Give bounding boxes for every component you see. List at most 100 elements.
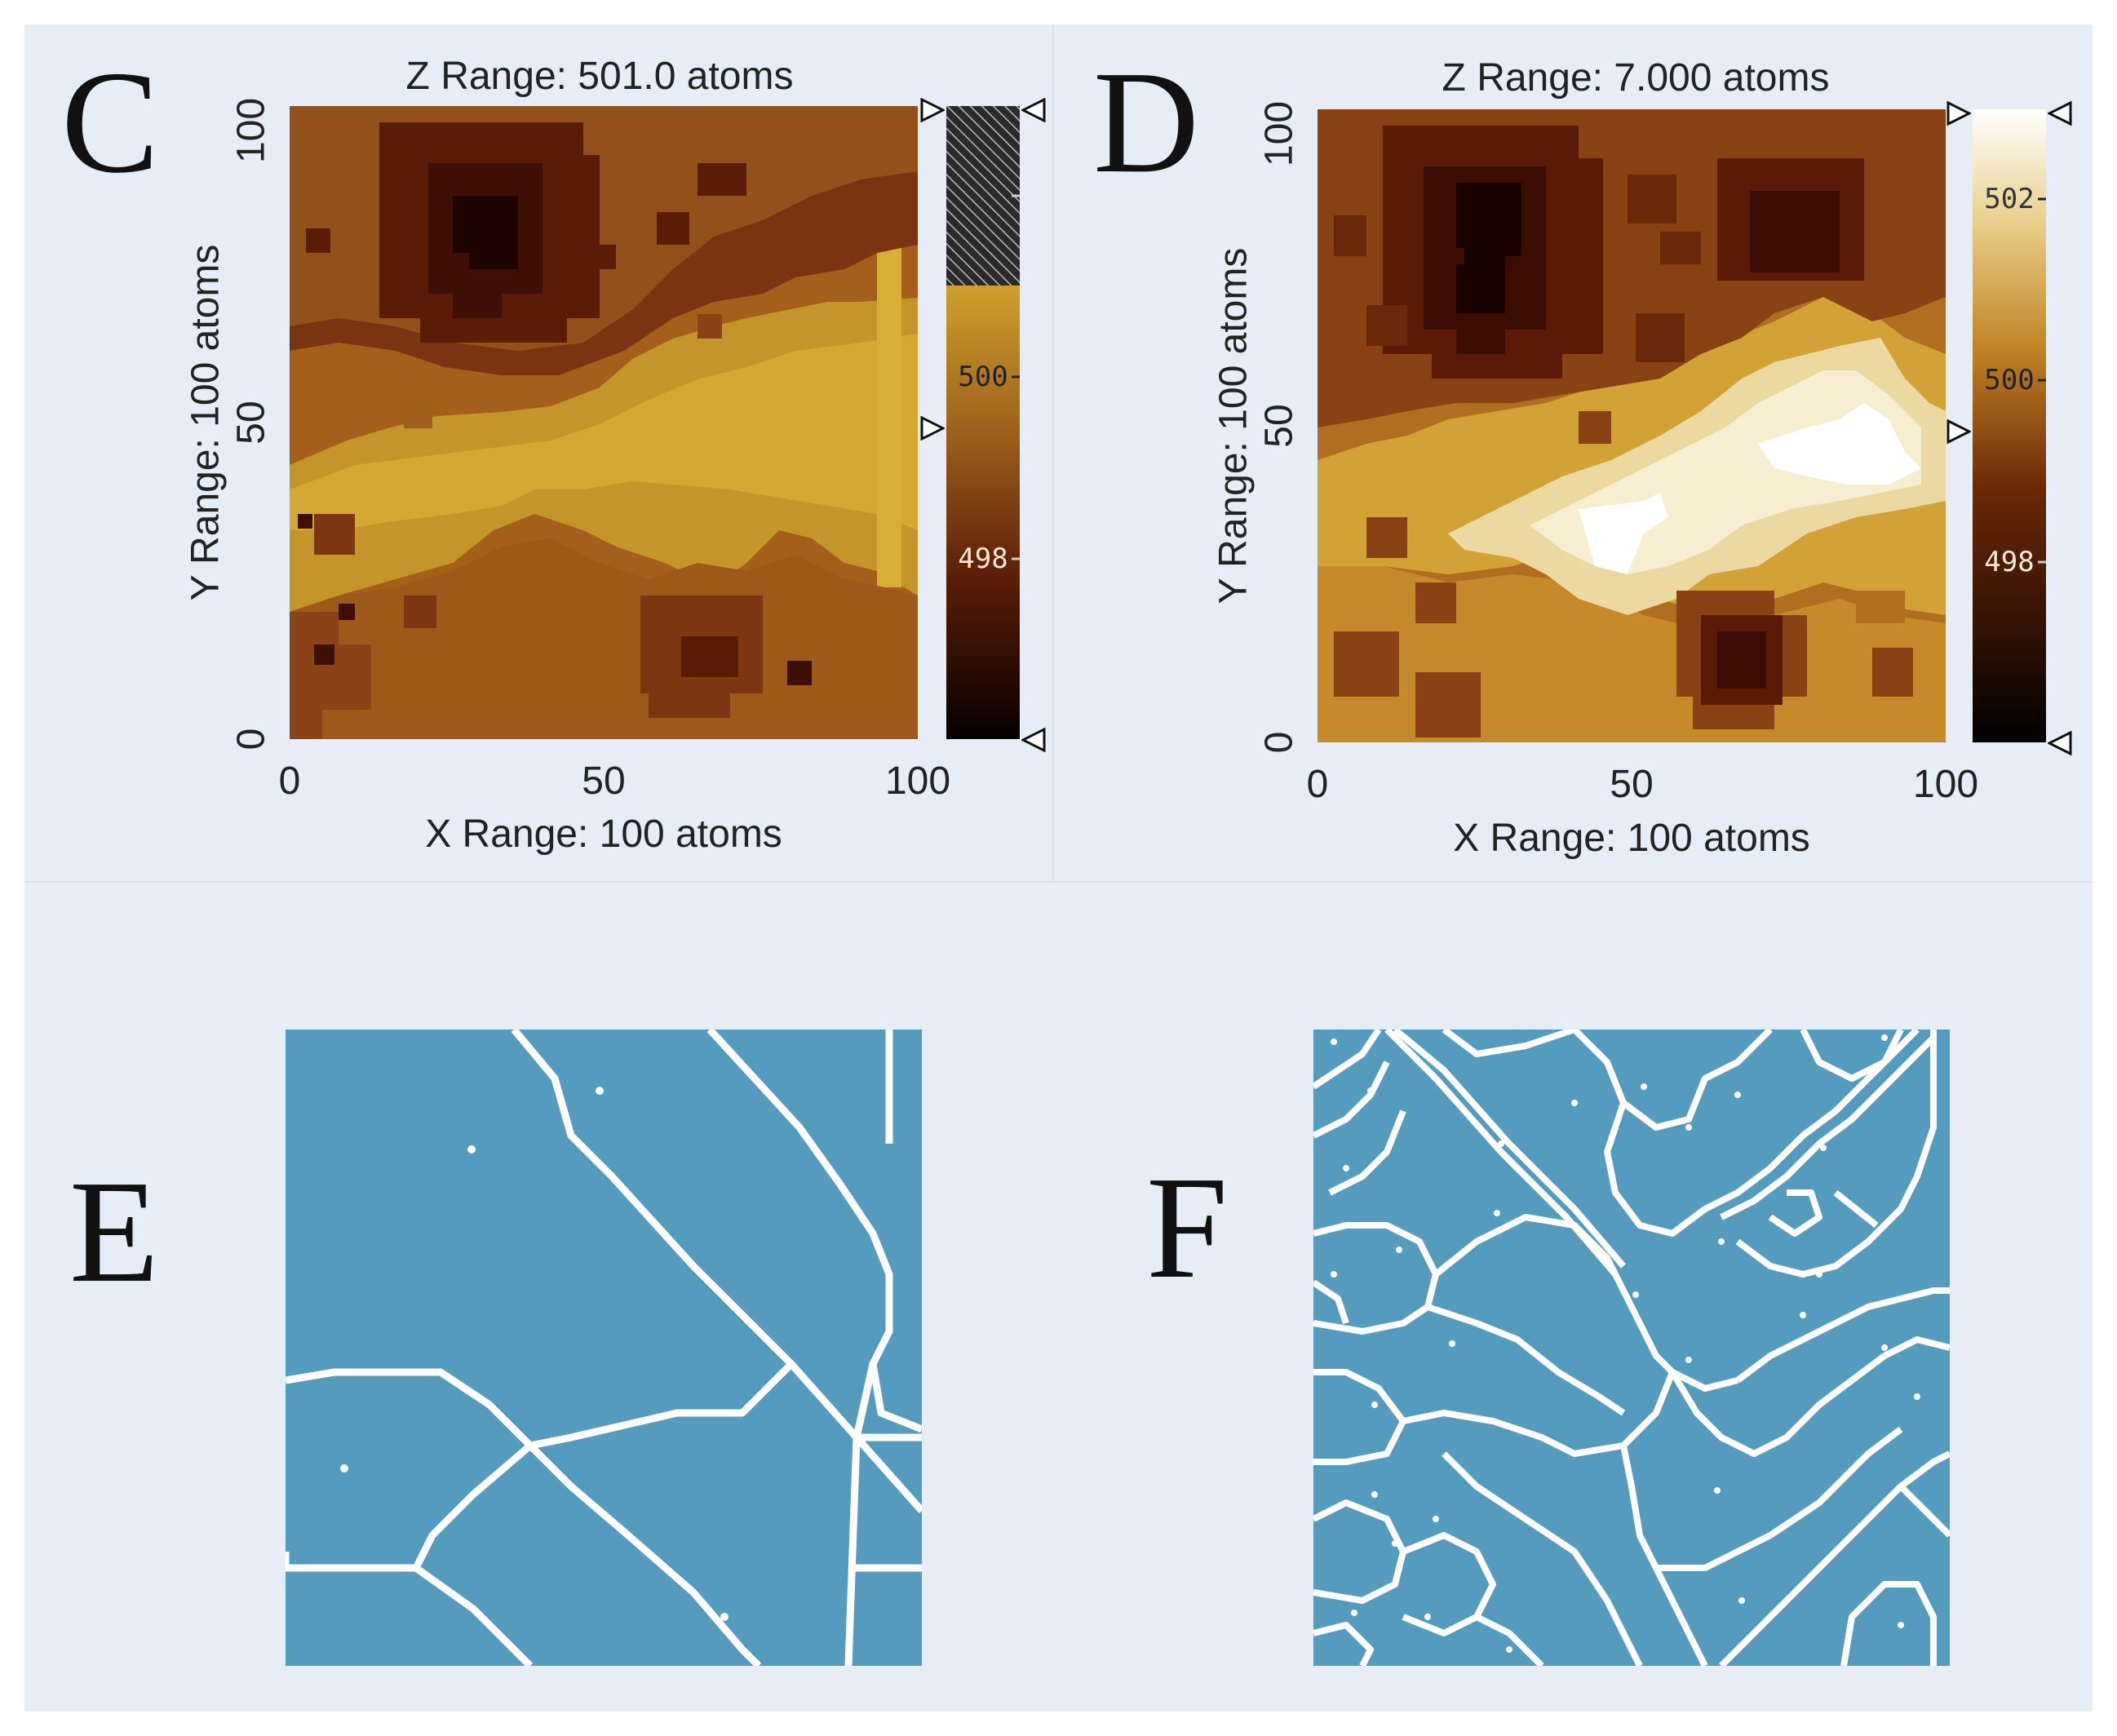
colorbar-tick-label: 502	[1984, 183, 2035, 215]
heatmap-region	[314, 644, 334, 665]
colorbar-max-handle[interactable]	[2048, 101, 2072, 126]
colorbar-gradient	[1973, 109, 2046, 742]
heatmap-region	[1628, 175, 1676, 224]
x-tick-label: 100	[1912, 763, 1979, 806]
colorbar-mid-handle[interactable]	[920, 416, 945, 441]
grain-center	[1632, 1291, 1639, 1298]
grain-center	[1498, 1140, 1504, 1147]
grain-boundary	[1768, 1189, 1822, 1237]
grain-boundary	[1313, 1279, 1349, 1325]
y-tick-label: 50	[1257, 404, 1301, 448]
grain-center	[1685, 1124, 1692, 1131]
colorbar-max-handle[interactable]	[1946, 101, 1971, 126]
grain-boundary	[1313, 1061, 1390, 1139]
grain-boundary	[1720, 1035, 1936, 1220]
grain-boundary	[1433, 1214, 1627, 1292]
panel-letter-e: E	[69, 1150, 159, 1313]
grain-center	[1898, 1622, 1904, 1628]
heatmap-region	[1660, 232, 1701, 264]
grain-center	[1351, 1610, 1357, 1616]
heatmap-region	[1334, 631, 1399, 697]
heatmap-region	[681, 636, 738, 677]
grain-center	[1571, 1100, 1578, 1106]
grain-center	[1392, 1540, 1398, 1547]
grain-center	[596, 1087, 604, 1095]
z-range-title: Z Range: 7.000 atoms	[1442, 56, 1830, 100]
heatmap-region	[1856, 591, 1905, 623]
grain-center	[1433, 1516, 1439, 1522]
heatmap-region	[298, 514, 312, 529]
colorbar-max-handle[interactable]	[1021, 98, 1046, 122]
y-tick-label: 100	[1257, 100, 1301, 167]
heatmap-region	[1872, 648, 1913, 697]
grain-center	[1734, 1092, 1741, 1098]
grain-boundary	[1669, 1353, 1887, 1457]
heatmap-region	[1579, 411, 1611, 444]
panel-letter-c: C	[61, 41, 160, 203]
x-axis-label: X Range: 100 atoms	[425, 813, 782, 856]
grain-center	[1331, 1038, 1337, 1045]
grain-center	[1367, 1087, 1374, 1094]
heatmap-region	[591, 245, 616, 269]
grain-center	[1714, 1487, 1721, 1494]
grain-center	[1914, 1393, 1920, 1400]
heatmap-region	[1456, 183, 1521, 313]
heatmap-region	[290, 334, 918, 530]
colorbar-min-handle[interactable]	[1021, 728, 1046, 752]
grain-boundary	[1735, 1287, 1950, 1384]
colorbar-gradient	[946, 286, 1020, 739]
grain-center	[1371, 1491, 1378, 1498]
colorbar-mid-handle[interactable]	[1946, 419, 1971, 444]
heatmap-d	[1318, 109, 1946, 742]
grain-center	[1371, 1402, 1378, 1408]
grain-center	[1800, 1312, 1806, 1318]
x-axis-label: X Range: 100 atoms	[1453, 817, 1810, 860]
grain-boundary	[1719, 1450, 1950, 1666]
grain-boundary	[1328, 1109, 1406, 1196]
grain-boundary	[1313, 1222, 1439, 1335]
grain-boundary	[1620, 1289, 1738, 1392]
grain-boundary	[1384, 1030, 1619, 1277]
heatmap-region	[1415, 672, 1481, 737]
heatmap-region	[339, 604, 355, 620]
colorbar-max-handle[interactable]	[920, 98, 945, 122]
y-tick-label: 100	[229, 97, 273, 164]
heatmap-c	[290, 106, 918, 739]
colorbar-tick-label: 500	[958, 361, 1008, 393]
panel-separator	[1052, 24, 1054, 881]
heatmap-region	[1636, 313, 1685, 362]
z-range-title: Z Range: 501.0 atoms	[405, 55, 794, 98]
heatmap-region	[698, 163, 746, 196]
y-axis-label: Y Range: 100 atoms	[184, 244, 228, 601]
grain-boundary	[1768, 1426, 1903, 1539]
grain-boundary-map-f	[1313, 1030, 1950, 1666]
heatmap-region	[787, 661, 812, 685]
grain-center	[1424, 1614, 1431, 1620]
grain-boundary	[527, 1442, 762, 1666]
grain-center	[1738, 1597, 1745, 1604]
colorbar-d	[1973, 109, 2046, 742]
heatmap-region	[1579, 493, 1668, 574]
grain-boundary-map-e	[286, 1030, 922, 1666]
y-axis-label: Y Range: 100 atoms	[1211, 247, 1256, 604]
y-tick-label: 50	[229, 401, 273, 445]
grain-center	[1685, 1357, 1692, 1363]
heatmap-region	[306, 228, 330, 253]
grain-boundary	[1620, 1445, 1708, 1666]
colorbar-min-handle[interactable]	[2048, 731, 2072, 755]
grain-center	[1881, 1344, 1888, 1351]
grain-boundary	[1800, 1030, 1904, 1082]
x-tick-label: 0	[1306, 763, 1329, 806]
grain-center	[1816, 1271, 1822, 1278]
y-tick-label: 0	[1257, 731, 1301, 754]
grain-boundary	[1898, 1484, 1950, 1538]
grain-boundary	[1572, 1030, 1773, 1131]
grain-boundary	[706, 1030, 893, 1666]
heatmap-region	[1334, 215, 1366, 256]
colorbar-overflow-hatch	[946, 106, 1020, 286]
heatmap-region	[290, 612, 371, 739]
heatmap-region	[404, 400, 432, 428]
grain-center	[1343, 1165, 1349, 1171]
heatmap-region	[314, 514, 355, 555]
grain-boundary	[1840, 1581, 1937, 1666]
